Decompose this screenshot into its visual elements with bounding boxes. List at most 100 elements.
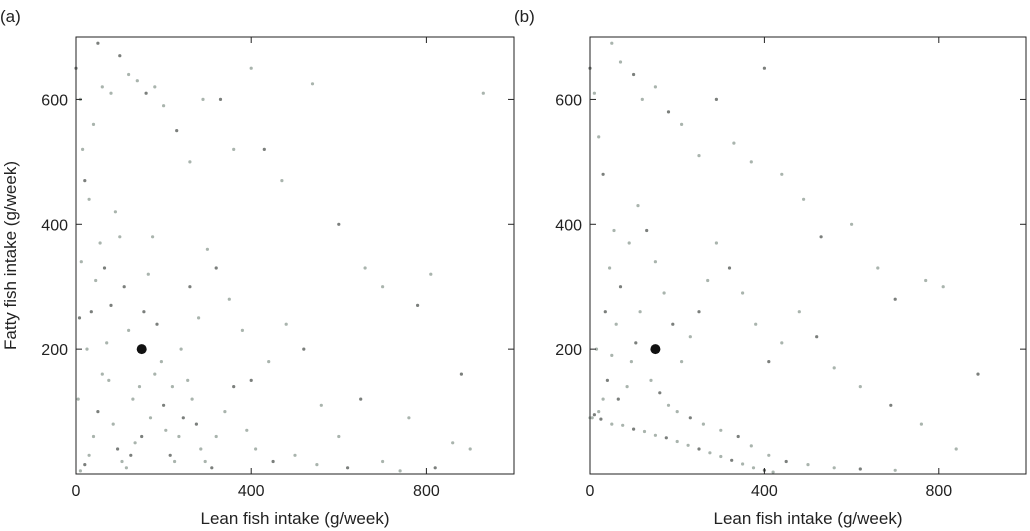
scatter-point (771, 470, 775, 474)
scatter-point (608, 266, 612, 270)
scatter-point (621, 423, 625, 427)
scatter-point (190, 397, 194, 401)
scatter-point (199, 447, 203, 451)
scatter-point (666, 403, 671, 407)
scatter-point (594, 347, 599, 351)
scatter-point (310, 82, 315, 86)
x-tick-label: 0 (72, 483, 81, 500)
scatter-point (741, 291, 745, 295)
scatter-point (173, 459, 177, 464)
scatter-point (605, 378, 610, 382)
scatter-point (590, 416, 594, 420)
scatter-point (686, 443, 690, 447)
scatter-point (612, 228, 616, 233)
scatter-point (675, 410, 679, 414)
scatter-points (588, 41, 980, 474)
scatter-point (133, 441, 137, 445)
y-tick-label: 400 (555, 217, 582, 234)
scatter-point (618, 60, 623, 64)
scatter-point (85, 347, 89, 351)
scatter-point (610, 422, 614, 426)
scatter-point (197, 316, 201, 320)
y-axis-label: Fatty fish intake (g/week) (1, 161, 20, 350)
scatter-point (627, 241, 631, 245)
scatter-point (767, 453, 771, 457)
scatter-point (649, 378, 653, 382)
scatter-point (429, 272, 433, 276)
scatter-point (107, 378, 111, 382)
scatter-point (91, 122, 96, 126)
scatter-point (315, 463, 319, 467)
scatter-point (976, 372, 980, 376)
scatter-point (175, 129, 179, 133)
scatter-point (127, 72, 131, 77)
scatter-point (153, 372, 157, 376)
scatter-point (601, 172, 605, 176)
scatter-point (146, 272, 150, 276)
scatter-point (754, 322, 758, 326)
scatter-point (697, 447, 701, 451)
mean-marker (650, 344, 661, 355)
scatter-point (186, 378, 190, 382)
scatter-point (638, 310, 642, 314)
scatter-point (302, 347, 306, 351)
scatter-point (381, 285, 385, 289)
scatter-point (96, 41, 100, 45)
scatter-point (271, 459, 275, 464)
scatter-point (201, 97, 205, 101)
scatter-point (618, 285, 623, 289)
scatter-point (614, 322, 618, 326)
scatter-point (610, 41, 614, 45)
scatter-point (666, 110, 671, 114)
axis-ticks: 0 400 800 200 400 600 (41, 37, 514, 500)
y-tick-label: 600 (555, 92, 582, 109)
scatter-point (100, 85, 104, 89)
scatter-point (858, 467, 862, 471)
scatter-point (162, 104, 166, 108)
scatter-point (113, 210, 117, 214)
scatter-point (214, 266, 218, 270)
scatter-point (284, 322, 288, 326)
scatter-point (77, 316, 82, 320)
scatter-point (124, 466, 128, 470)
scatter-point (188, 285, 192, 289)
x-tick-label: 0 (586, 483, 595, 500)
scatter-point (223, 410, 227, 414)
scatter-point (706, 278, 710, 283)
panel-b: (b) 0 400 800 200 400 600 Lean fish intake (g… (514, 7, 1027, 528)
scatter-point (819, 235, 823, 239)
scatter-point (398, 469, 402, 473)
scatter-point (924, 278, 928, 283)
scatter-point (736, 434, 740, 439)
scatter-point (762, 66, 767, 70)
scatter-point (81, 147, 85, 151)
plot-frame (75, 36, 515, 475)
scatter-point (89, 310, 93, 314)
scatter-point (267, 360, 271, 364)
scatter-point (129, 453, 133, 457)
scatter-point (653, 85, 658, 89)
scatter-point (210, 466, 214, 470)
scatter-point (293, 453, 297, 457)
scatter-point (889, 403, 893, 407)
axis-ticks: 0 400 800 200 400 600 (555, 37, 1026, 500)
scatter-point (105, 341, 109, 345)
scatter-point (680, 360, 684, 364)
scatter-point (832, 466, 836, 470)
scatter-point (148, 416, 153, 420)
scatter-point (597, 410, 601, 414)
scatter-point (232, 385, 236, 389)
scatter-point (142, 310, 146, 314)
x-tick-label: 800 (413, 483, 440, 500)
scatter-point (205, 247, 209, 251)
scatter-point (240, 328, 244, 332)
scatter-point (680, 122, 684, 126)
scatter-point (94, 278, 98, 283)
x-axis-label: Lean fish intake (g/week) (714, 509, 903, 528)
scatter-point (662, 291, 666, 295)
scatter-point (249, 66, 253, 70)
y-tick-label: 400 (41, 217, 68, 234)
scatter-point (78, 469, 82, 473)
scatter-point (181, 416, 185, 420)
scatter-point (109, 303, 113, 307)
